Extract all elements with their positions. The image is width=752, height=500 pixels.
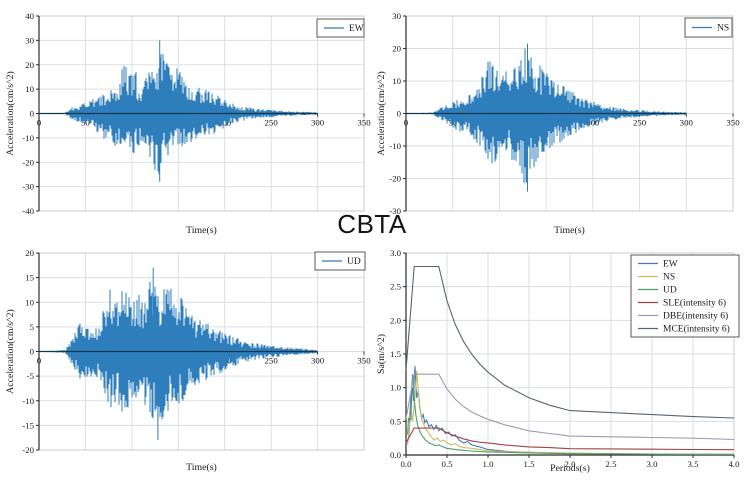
legend-label: NS — [717, 24, 729, 34]
legend-label: NS — [663, 273, 675, 283]
x-tick-label: 350 — [357, 356, 371, 366]
x-tick-label: 300 — [311, 118, 325, 128]
y-axis-label: Acceleration(cm/s^2) — [5, 71, 16, 156]
figure-title: CBTA — [337, 209, 407, 239]
legend: NS — [684, 17, 733, 38]
x-tick-label: 0 — [37, 118, 42, 128]
y-tick-label: 1.0 — [390, 383, 402, 393]
y-tick-label: 10 — [25, 84, 34, 94]
y-tick-label: 20 — [392, 44, 401, 54]
y-tick-label: 0.0 — [390, 450, 402, 460]
x-tick-label: 3.5 — [688, 459, 700, 469]
y-tick-label: 30 — [25, 35, 34, 45]
y-tick-label: 40 — [25, 11, 34, 21]
y-tick-label: 5 — [30, 322, 35, 332]
x-axis-label: Periods(s) — [550, 463, 590, 474]
spectrum-curve-dbe — [405, 373, 735, 441]
y-tick-label: 2.5 — [390, 282, 402, 292]
y-tick-label: 0 — [30, 347, 35, 357]
legend: EW — [316, 18, 365, 38]
y-tick-label: 0 — [30, 109, 35, 119]
y-axis-label: Acceleration(cm/s^2) — [5, 309, 16, 394]
x-tick-label: 200 — [218, 118, 232, 128]
spectrum-curve-ud — [407, 374, 735, 456]
x-tick-label: 3.0 — [647, 459, 659, 469]
x-tick-label: 2.5 — [606, 459, 618, 469]
y-tick-label: 20 — [25, 60, 34, 70]
x-tick-label: 250 — [265, 118, 279, 128]
y-tick-label: 10 — [25, 297, 34, 307]
x-tick-label: 0.0 — [401, 459, 413, 469]
x-tick-label: 300 — [311, 356, 325, 366]
y-tick-label: -10 — [22, 396, 34, 406]
legend: UD — [314, 251, 366, 271]
legend-label: UD — [347, 257, 361, 267]
y-axis-label: Acceleration(cm/s^2) — [376, 71, 387, 156]
y-tick-label: 1.5 — [390, 349, 402, 359]
y-tick-label: 15 — [25, 273, 34, 283]
x-tick-label: 50 — [81, 118, 90, 128]
legend-label: MCE(intensity 6) — [663, 324, 730, 335]
x-tick-label: 200 — [586, 118, 600, 128]
legend-label: EW — [663, 260, 678, 270]
x-axis-label: Time(s) — [554, 225, 585, 236]
y-tick-label: 20 — [25, 248, 34, 258]
y-tick-label: 30 — [392, 11, 401, 21]
y-tick-label: 0.5 — [390, 416, 402, 426]
y-tick-label: -10 — [22, 133, 34, 143]
y-tick-label: -20 — [22, 157, 34, 167]
x-tick-label: 250 — [265, 356, 279, 366]
x-axis-label: Time(s) — [186, 462, 217, 473]
legend-label: DBE(intensity 6) — [663, 311, 728, 322]
x-tick-label: 350 — [726, 118, 740, 128]
x-tick-label: 350 — [357, 118, 371, 128]
y-tick-label: -15 — [22, 420, 34, 430]
x-tick-label: 0.5 — [442, 459, 454, 469]
legend-label: UD — [663, 286, 677, 296]
x-axis-label: Time(s) — [186, 225, 217, 236]
y-tick-label: 0 — [397, 109, 402, 119]
x-tick-label: 2.0 — [565, 459, 577, 469]
y-tick-label: -10 — [389, 141, 401, 151]
waveform-trace-ud — [45, 267, 318, 441]
y-tick-label: 10 — [392, 76, 401, 86]
spectrum-curve-mce — [405, 265, 735, 419]
y-tick-label: -20 — [389, 174, 401, 184]
y-tick-label: -30 — [389, 206, 401, 216]
spectrum-curve-sle — [405, 427, 735, 451]
legend: EW NS UD SLE(intensity 6) DBE(intensity 6) MC… — [630, 254, 740, 338]
x-tick-label: 0 — [37, 356, 42, 366]
y-tick-label: -30 — [22, 182, 34, 192]
x-tick-label: 4.0 — [729, 459, 741, 469]
x-tick-label: 0 — [404, 118, 409, 128]
x-tick-label: 250 — [633, 118, 647, 128]
legend-label: SLE(intensity 6) — [663, 298, 726, 309]
y-tick-label: 3.0 — [390, 248, 402, 258]
y-tick-label: -5 — [27, 371, 35, 381]
legend-label: EW — [349, 24, 364, 34]
x-tick-label: 1.0 — [483, 459, 495, 469]
y-tick-label: -40 — [22, 206, 34, 216]
y-tick-label: 2.0 — [390, 315, 402, 325]
y-tick-label: -20 — [22, 445, 34, 455]
legend-box — [630, 254, 740, 338]
x-tick-label: 300 — [680, 118, 694, 128]
waveform-trace-ew — [45, 40, 318, 182]
x-tick-label: 1.5 — [524, 459, 536, 469]
y-axis-label: Sa(m/s^2) — [376, 334, 387, 374]
chart-response-spectrum: 3.0 2.5 2.0 1.5 1.0 0.5 0.00.0 0.5 1.0 1.5 2.0 2.5 3… — [376, 248, 741, 474]
spectrum-curve-ns — [407, 370, 735, 455]
